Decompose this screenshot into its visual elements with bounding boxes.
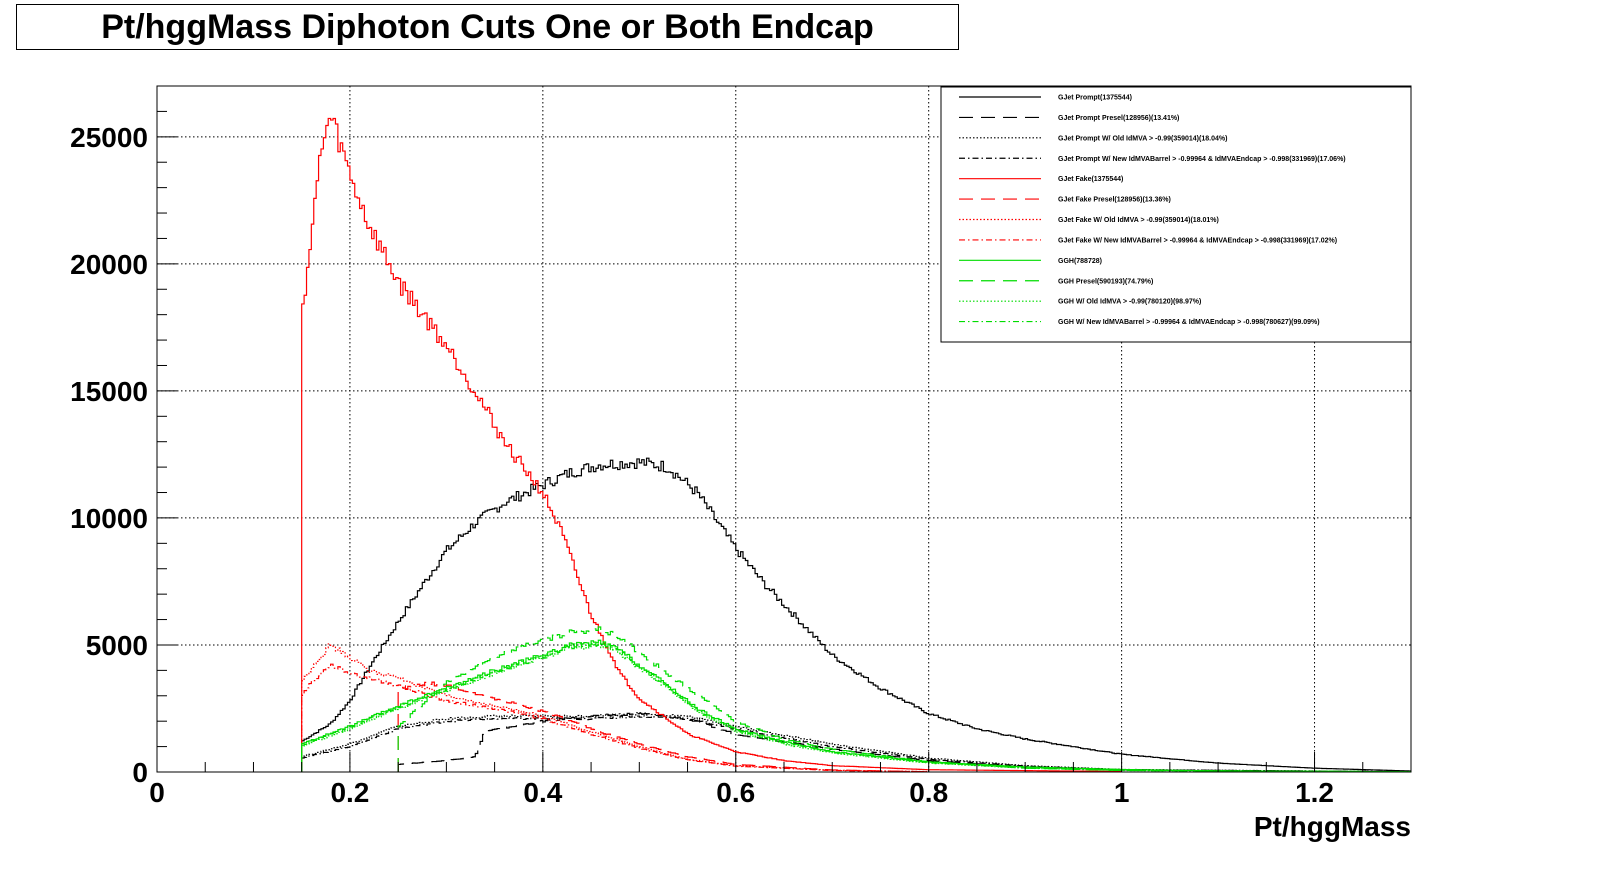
- series-line: [301, 643, 929, 773]
- title-box: Pt/hggMass Diphoton Cuts One or Both End…: [16, 4, 959, 50]
- series-line: [301, 715, 1411, 773]
- x-tick-label: 0.4: [523, 777, 562, 808]
- x-tick-label: 1.2: [1295, 777, 1334, 808]
- legend-entry-label: GJet Prompt W/ New IdMVABarrel > -0.9996…: [1058, 156, 1346, 163]
- legend: GJet Prompt(1375544) GJet Prompt Presel(1…: [940, 86, 1412, 343]
- series-line: [301, 663, 929, 773]
- x-tick-label: 0: [149, 777, 165, 808]
- legend-entry-label: GGH Presel(590193)(74.79%): [1058, 278, 1153, 285]
- series-layer: [301, 117, 1411, 773]
- series-line: [301, 711, 1411, 773]
- y-tick-label: 10000: [70, 503, 148, 534]
- series-line: [397, 681, 929, 773]
- x-tick-label: 0.8: [909, 777, 948, 808]
- y-tick-label: 5000: [86, 630, 148, 661]
- y-tick-label: 15000: [70, 376, 148, 407]
- legend-entry-label: GJet Prompt(1375544): [1058, 95, 1132, 102]
- legend-entry-label: GJet Fake(1375544): [1058, 176, 1123, 183]
- series-line: [301, 457, 1411, 772]
- series-line: [301, 641, 1411, 773]
- x-axis-title: Pt/hggMass: [1254, 811, 1411, 842]
- x-tick-label: 1: [1114, 777, 1130, 808]
- x-tick-label: 0.2: [330, 777, 369, 808]
- legend-entry-label: GJet Prompt W/ Old IdMVA > -0.99(359014)…: [1058, 135, 1227, 142]
- legend-entry-label: GGH(788728): [1058, 258, 1102, 265]
- y-tick-label: 25000: [70, 122, 148, 153]
- ticks: 0 0.2 0.4 0.6 0.8 1 1.2 0 5000 10000 15000 20000 250…: [70, 85, 1364, 808]
- legend-entry-label: GJet Fake W/ Old IdMVA > -0.99(359014)(1…: [1058, 217, 1219, 224]
- x-tick-label: 0.6: [716, 777, 755, 808]
- legend-box: [940, 86, 1412, 343]
- legend-entry-label: GGH W/ New IdMVABarrel > -0.99964 & IdMV…: [1058, 319, 1320, 326]
- series-line: [397, 626, 1411, 773]
- legend-entry-label: GJet Fake W/ New IdMVABarrel > -0.99964 …: [1058, 237, 1337, 244]
- y-tick-label: 20000: [70, 249, 148, 280]
- legend-entry-label: GJet Fake Presel(128956)(13.36%): [1058, 197, 1171, 204]
- legend-entry-label: GJet Prompt Presel(128956)(13.41%): [1058, 115, 1179, 122]
- chart-title: Pt/hggMass Diphoton Cuts One or Both End…: [101, 7, 874, 46]
- legend-entry-label: GGH W/ Old IdMVA > -0.99(780120)(98.97%): [1058, 299, 1201, 306]
- series-line: [397, 712, 1411, 773]
- y-tick-label: 0: [132, 757, 148, 788]
